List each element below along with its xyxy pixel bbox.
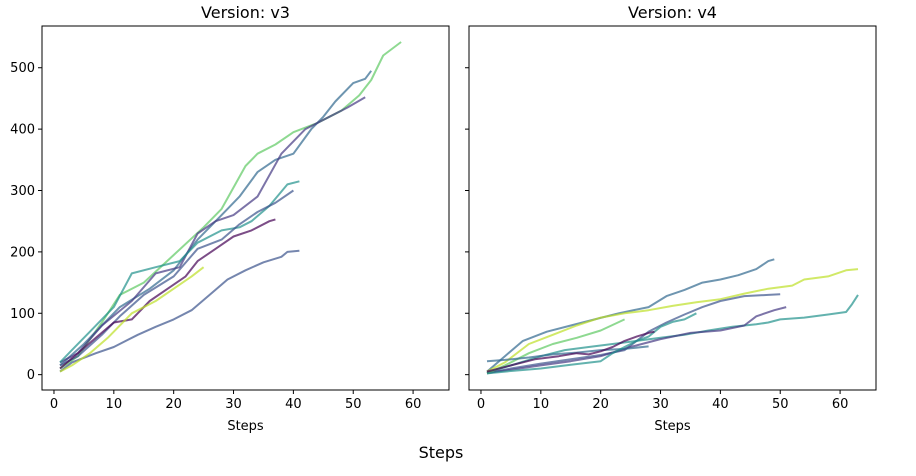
series-line-2 [59, 70, 372, 367]
series-line-6 [486, 318, 626, 375]
subplot-title: Version: v3 [201, 3, 290, 22]
x-tick-label: 40 [285, 397, 302, 412]
x-tick-label: 20 [592, 397, 609, 412]
y-axis-ticks [465, 67, 469, 376]
series-line-2 [486, 268, 859, 373]
subplot-v4: Version: v4 0 10 20 30 40 50 60 Steps [465, 3, 877, 434]
x-axis-ticks: 0 10 20 30 40 50 60 [477, 390, 849, 412]
x-tick-label: 30 [652, 397, 669, 412]
series-line-9 [486, 330, 655, 373]
series-line-8 [486, 312, 697, 375]
series-layer [59, 41, 402, 373]
y-axis-ticks: 0 100 200 300 400 500 [10, 61, 42, 383]
y-tick-label: 0 [27, 368, 35, 383]
x-tick-label: 30 [225, 397, 242, 412]
y-tick-label: 400 [10, 123, 35, 138]
x-tick-label: 0 [477, 397, 485, 412]
series-layer [486, 258, 859, 375]
y-tick-label: 300 [10, 184, 35, 199]
x-tick-label: 50 [345, 397, 362, 412]
plot-frame [41, 25, 450, 391]
x-tick-label: 10 [106, 397, 123, 412]
series-line-5 [486, 306, 787, 374]
x-tick-label: 60 [405, 397, 422, 412]
series-line-3 [59, 96, 366, 364]
y-tick-label: 500 [10, 61, 35, 76]
series-line-7 [59, 249, 300, 373]
x-tick-label: 0 [50, 397, 58, 412]
x-tick-label: 40 [712, 397, 729, 412]
series-line-5 [59, 189, 294, 367]
x-axis-label: Steps [227, 419, 264, 434]
series-line-6 [59, 218, 276, 370]
x-tick-label: 10 [533, 397, 550, 412]
x-tick-label: 50 [772, 397, 789, 412]
series-line-1 [486, 258, 775, 373]
y-tick-label: 100 [10, 307, 35, 322]
x-axis-label: Steps [654, 419, 691, 434]
series-line-8 [59, 266, 205, 373]
subplot-title: Version: v4 [628, 3, 717, 22]
y-tick-label: 200 [10, 245, 35, 260]
figure-x-label: Steps [419, 443, 464, 462]
x-tick-label: 60 [832, 397, 849, 412]
x-tick-label: 20 [165, 397, 182, 412]
x-axis-ticks: 0 10 20 30 40 50 60 [50, 390, 422, 412]
series-line-4 [486, 293, 781, 375]
plot-frame [468, 25, 877, 391]
subplot-v3: Version: v3 0 10 20 30 40 50 60 0 100 200 300 400 5… [10, 3, 450, 434]
